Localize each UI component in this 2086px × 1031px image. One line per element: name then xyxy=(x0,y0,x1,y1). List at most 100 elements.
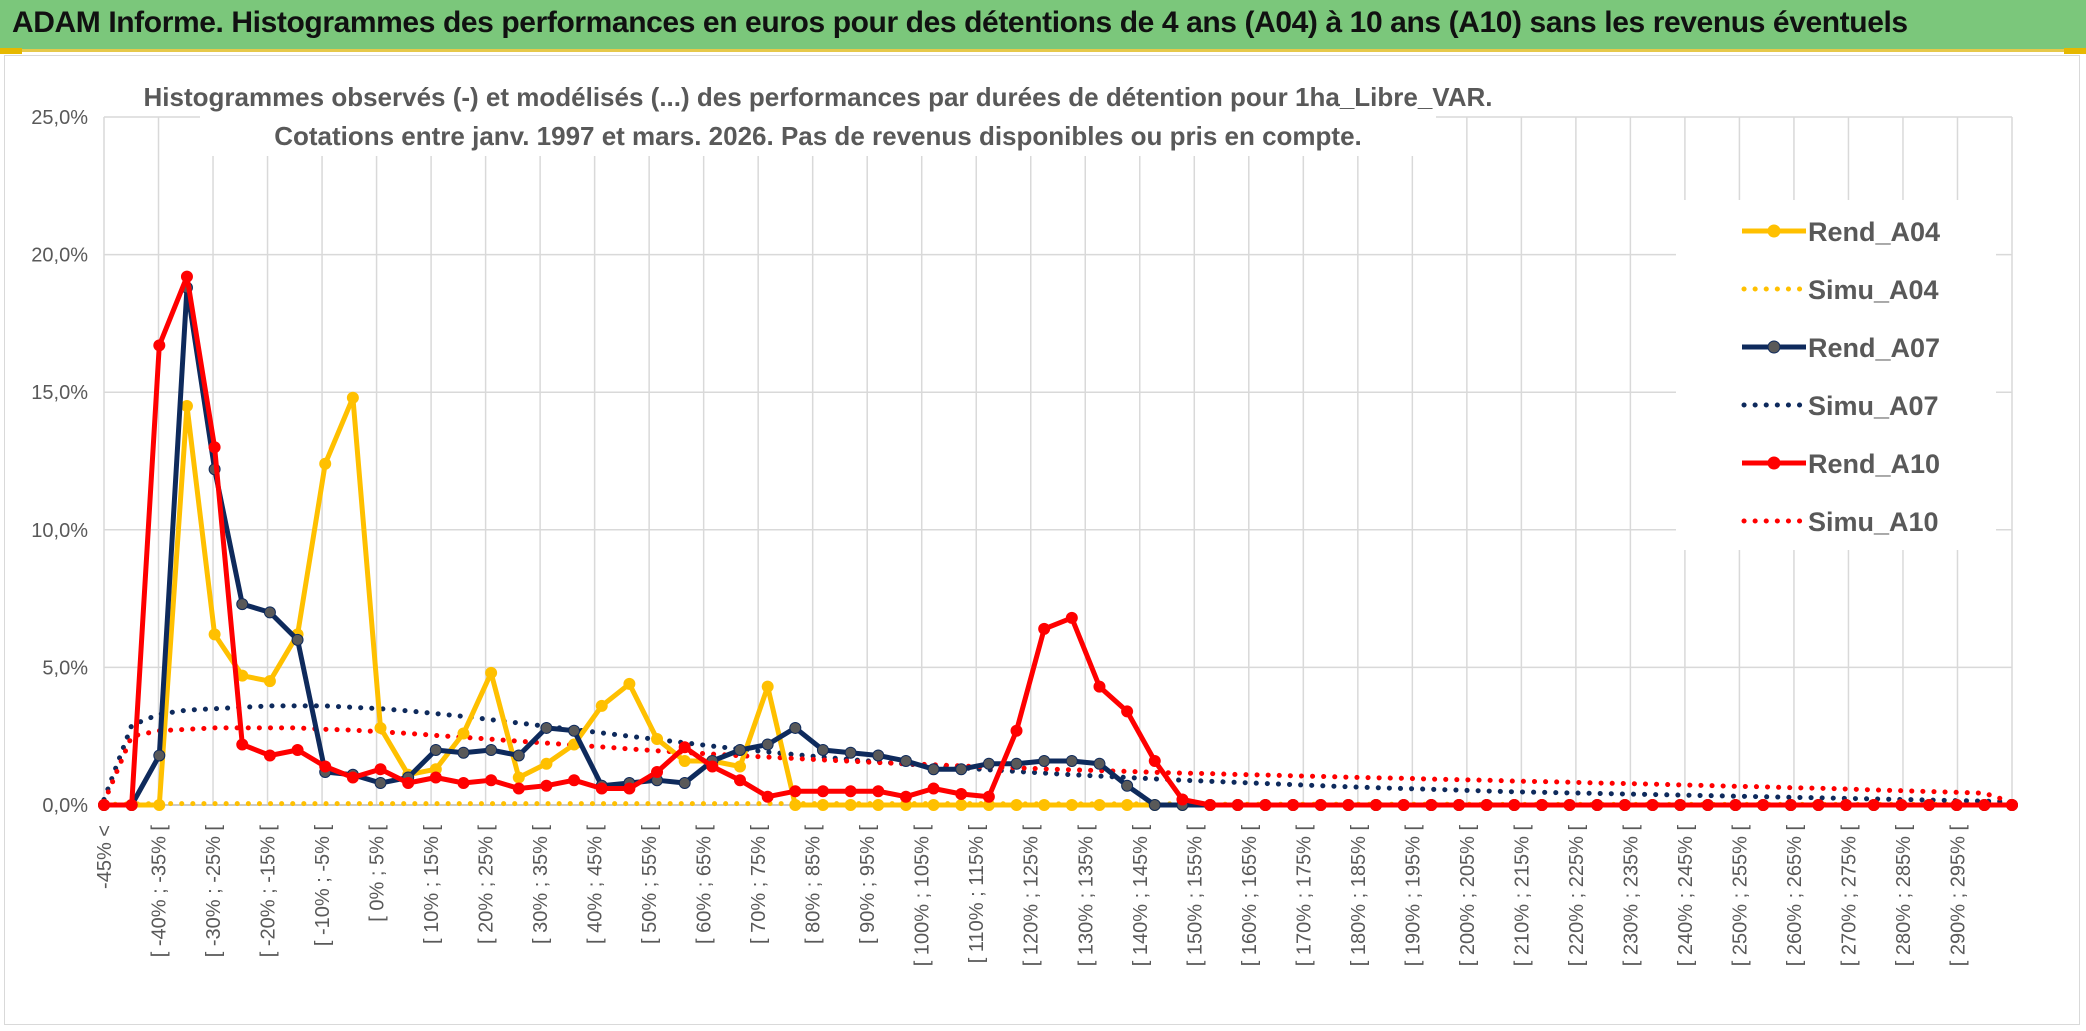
point-Rend_A10 xyxy=(1840,799,1853,811)
point-Rend_A10 xyxy=(789,785,802,798)
y-tick-label: 15,0% xyxy=(31,382,88,404)
x-tick-label: [ 280% ; 285% [ xyxy=(1893,825,1915,967)
point-Rend_A07 xyxy=(568,724,581,737)
y-tick-label: 0,0% xyxy=(42,795,88,817)
point-Rend_A10 xyxy=(761,790,774,803)
point-Rend_A10 xyxy=(125,799,138,811)
series-Simu_A10 xyxy=(101,725,2015,805)
point-Rend_A10 xyxy=(1563,799,1576,811)
point-Rend_A04 xyxy=(319,457,332,470)
point-Rend_A07 xyxy=(291,633,304,646)
point-Rend_A10 xyxy=(927,782,940,795)
y-tick-label: 5,0% xyxy=(42,657,88,679)
point-Rend_A10 xyxy=(1618,799,1631,811)
point-Rend_A04 xyxy=(872,799,885,811)
point-Rend_A07 xyxy=(927,763,940,776)
legend-marker-Rend_A10 xyxy=(1767,456,1781,470)
point-Rend_A10 xyxy=(844,785,857,798)
x-tick-label: [ 50% ; 55% [ xyxy=(639,825,661,944)
point-Rend_A10 xyxy=(1452,799,1465,811)
line-Simu_A07 xyxy=(101,703,2015,805)
banner-corner-left xyxy=(0,48,22,54)
point-Rend_A04 xyxy=(734,760,746,773)
point-Rend_A04 xyxy=(844,799,857,811)
point-Rend_A04 xyxy=(374,721,387,734)
point-Rend_A07 xyxy=(153,749,166,762)
point-Rend_A10 xyxy=(1314,799,1327,811)
point-Rend_A10 xyxy=(651,765,664,778)
point-Rend_A04 xyxy=(540,757,553,770)
y-axis-ticks: 0,0% 5,0% 10,0% 15,0% 20,0% 25,0% xyxy=(31,107,88,817)
point-Rend_A10 xyxy=(457,776,470,789)
point-Rend_A07 xyxy=(872,749,885,762)
legend-background xyxy=(1676,200,1996,550)
point-Rend_A10 xyxy=(1646,799,1659,811)
point-Rend_A10 xyxy=(568,774,581,787)
x-tick-label: [ 170% ; 175% [ xyxy=(1293,825,1315,967)
point-Rend_A10 xyxy=(1757,799,1770,811)
y-tick-label: 20,0% xyxy=(31,245,88,267)
point-Rend_A10 xyxy=(1895,799,1908,811)
point-Rend_A10 xyxy=(1480,799,1493,811)
point-Rend_A10 xyxy=(1093,680,1106,693)
point-Rend_A10 xyxy=(1121,705,1134,718)
legend-label-Simu_A04: Simu_A04 xyxy=(1808,275,1939,305)
point-Rend_A10 xyxy=(1812,799,1825,811)
x-tick-label: [ 70% ; 75% [ xyxy=(748,825,770,944)
y-tick-label: 25,0% xyxy=(31,107,88,129)
x-tick-label: [ 150% ; 155% [ xyxy=(1184,825,1206,967)
point-Rend_A04 xyxy=(678,754,691,767)
x-tick-label: [ 100% ; 105% [ xyxy=(912,825,934,967)
point-Rend_A10 xyxy=(1397,799,1410,811)
point-Rend_A07 xyxy=(263,606,276,619)
point-Rend_A10 xyxy=(1204,799,1217,811)
x-tick-label: [ 120% ; 125% [ xyxy=(1021,825,1043,967)
point-Rend_A10 xyxy=(1508,799,1521,811)
x-tick-label: [ -10% ; -5% [ xyxy=(312,825,334,947)
point-Rend_A04 xyxy=(485,666,498,679)
point-Rend_A04 xyxy=(153,799,166,811)
point-Rend_A04 xyxy=(208,628,221,641)
point-Rend_A10 xyxy=(346,771,359,784)
point-Rend_A07 xyxy=(816,743,829,756)
point-Rend_A10 xyxy=(816,785,829,798)
x-tick-label: [ 10% ; 15% [ xyxy=(421,825,443,944)
point-Rend_A07 xyxy=(540,721,553,734)
point-Rend_A07 xyxy=(1065,754,1078,767)
x-tick-label: [ 290% ; 295% [ xyxy=(1947,825,1969,967)
x-tick-label: [ 260% ; 265% [ xyxy=(1784,825,1806,967)
legend-marker-Rend_A07 xyxy=(1767,340,1781,354)
point-Rend_A10 xyxy=(706,760,719,773)
point-Rend_A04 xyxy=(595,699,608,712)
legend-label-Rend_A04: Rend_A04 xyxy=(1808,217,1940,247)
point-Rend_A10 xyxy=(982,790,995,803)
point-Rend_A04 xyxy=(761,680,774,693)
point-Rend_A10 xyxy=(595,782,608,795)
series-layer xyxy=(98,270,2018,811)
x-tick-label: [ 110% ; 115% [ xyxy=(966,825,988,964)
point-Rend_A04 xyxy=(1038,799,1051,811)
point-Rend_A07 xyxy=(457,746,470,759)
point-Rend_A10 xyxy=(1038,622,1051,635)
point-Rend_A04 xyxy=(180,399,193,412)
point-Rend_A10 xyxy=(1176,793,1189,806)
point-Rend_A10 xyxy=(485,774,498,787)
x-tick-label: [ 40% ; 45% [ xyxy=(585,825,607,944)
point-Rend_A10 xyxy=(374,763,387,776)
point-Rend_A04 xyxy=(1093,799,1106,811)
point-Rend_A10 xyxy=(2006,799,2018,811)
legend-label-Simu_A07: Simu_A07 xyxy=(1808,391,1939,421)
point-Rend_A07 xyxy=(236,598,249,611)
chart-frame xyxy=(4,55,2080,1025)
point-Rend_A10 xyxy=(734,774,746,787)
point-Rend_A04 xyxy=(816,799,829,811)
line-Rend_A10 xyxy=(104,274,2012,808)
point-Rend_A04 xyxy=(346,391,359,404)
point-Rend_A07 xyxy=(429,743,442,756)
series-Rend_A10 xyxy=(98,270,2018,811)
banner-corner-right xyxy=(2064,48,2086,54)
point-Rend_A07 xyxy=(485,743,498,756)
point-Rend_A07 xyxy=(1010,757,1023,770)
x-tick-label: [ -40% ; -35% [ xyxy=(149,825,171,958)
point-Rend_A04 xyxy=(1010,799,1023,811)
